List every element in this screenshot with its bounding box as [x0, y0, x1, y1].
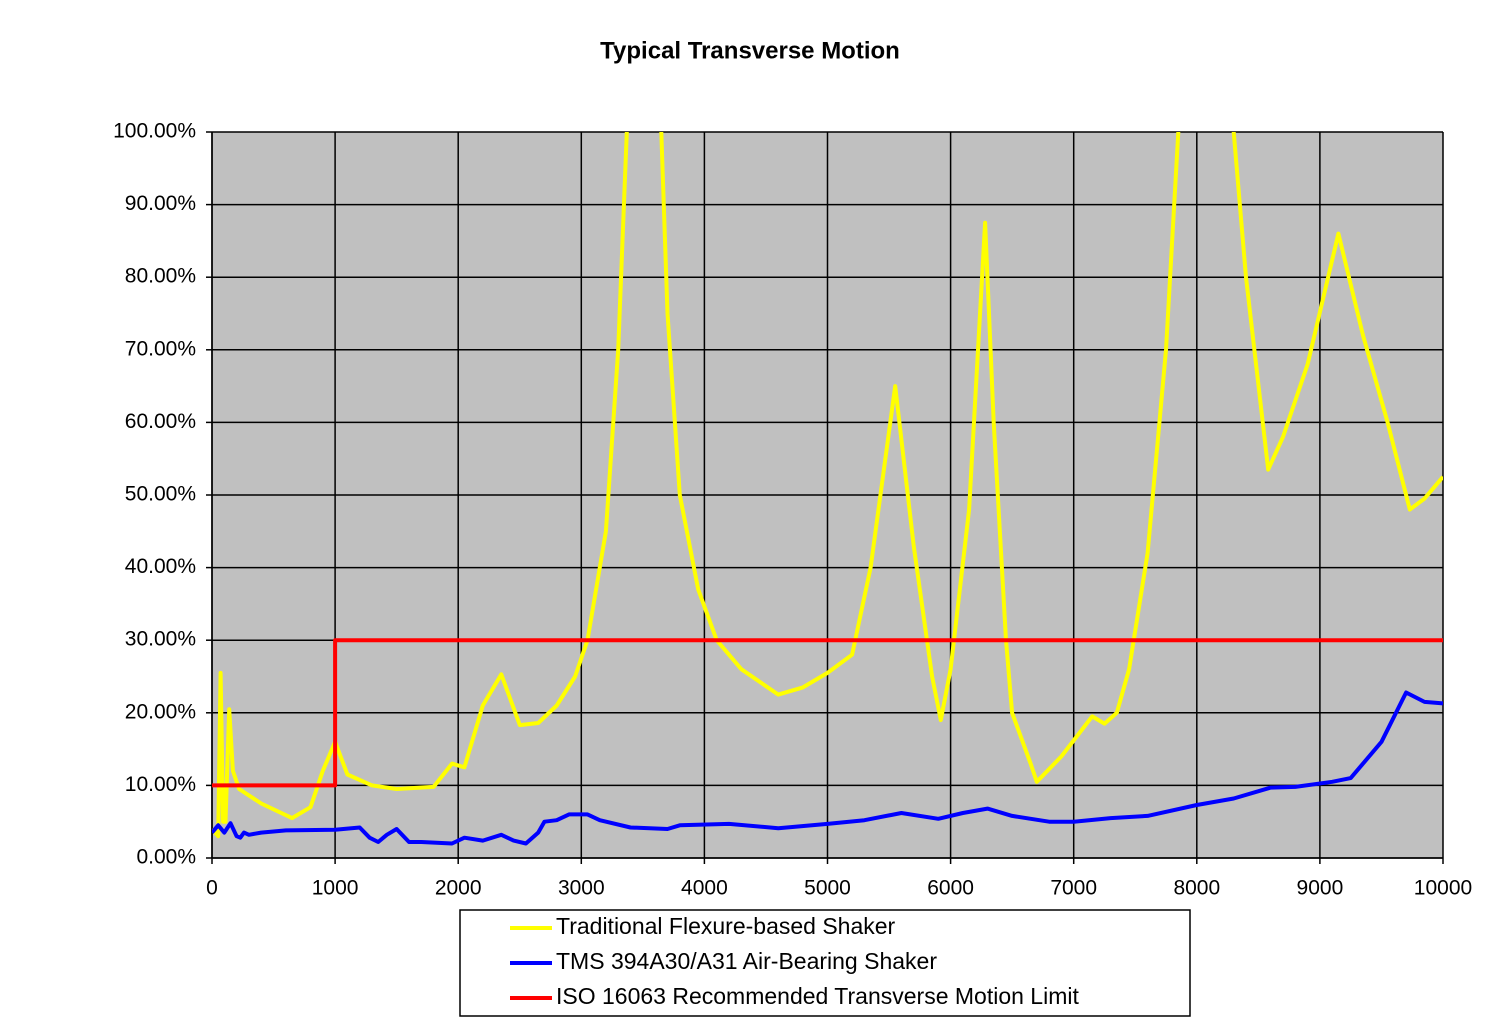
y-tick-label: 40.00%	[125, 555, 196, 578]
series-line	[212, 638, 1443, 788]
legend	[459, 909, 1191, 1017]
legend-text: Traditional Flexure-based Shaker	[556, 913, 896, 939]
x-tick-label: 10000	[1414, 877, 1472, 900]
x-tick-label: 1000	[312, 877, 359, 900]
x-tick-label: 5000	[804, 877, 851, 900]
y-tick-label: 50.00%	[125, 483, 196, 506]
x-tick-label: 7000	[1050, 877, 1097, 900]
y-tick-label: 70.00%	[125, 337, 196, 360]
y-tick-label: 80.00%	[125, 265, 196, 288]
chart-title: Typical Transverse Motion	[600, 37, 900, 64]
y-tick-label: 100.00%	[113, 120, 196, 143]
x-tick-label: 9000	[1297, 877, 1344, 900]
y-tick-label: 30.00%	[125, 628, 196, 651]
legend-text: ISO 16063 Recommended Transverse Motion …	[556, 983, 1079, 1009]
y-tick-label: 10.00%	[125, 773, 196, 796]
y-tick-label: 20.00%	[125, 700, 196, 723]
x-tick-label: 6000	[927, 877, 974, 900]
y-tick-label: 90.00%	[125, 192, 196, 215]
x-tick-label: 4000	[681, 877, 728, 900]
y-tick-label: 0.00%	[136, 846, 196, 869]
y-tick-label: 60.00%	[125, 410, 196, 433]
x-tick-label: 8000	[1173, 877, 1220, 900]
series-line	[212, 690, 1443, 846]
series-group	[212, 132, 1443, 846]
legend-text: TMS 394A30/A31 Air-Bearing Shaker	[556, 948, 937, 974]
x-tick-label: 3000	[558, 877, 605, 900]
x-tick-label: 2000	[435, 877, 482, 900]
x-tick-label: 0	[206, 877, 218, 900]
